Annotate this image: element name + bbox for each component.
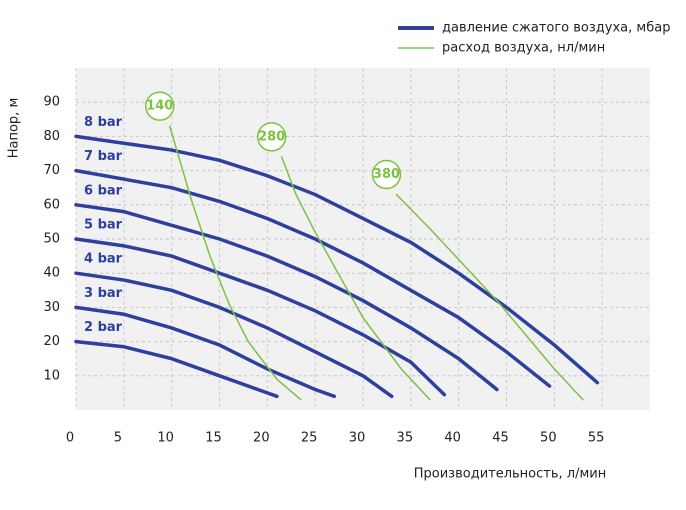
y-tick-label: 80 [43, 129, 60, 144]
x-tick-label: 20 [253, 431, 270, 446]
series-label: 140 [146, 99, 173, 114]
series-line [74, 168, 552, 388]
x-tick-label: 5 [114, 431, 122, 446]
series-label: 4 bar [84, 252, 123, 267]
series-line [74, 339, 279, 399]
x-tick-label: 25 [301, 431, 318, 446]
series-label-badge [256, 122, 287, 152]
series-label: 8 bar [84, 115, 123, 130]
x-tick-label: 15 [205, 431, 222, 446]
y-tick-label: 60 [43, 197, 60, 212]
y-axis-label: Напор, м [7, 98, 22, 159]
series-label-badge [371, 159, 402, 190]
series-line [74, 203, 499, 392]
x-tick-label: 10 [157, 431, 174, 446]
y-tick-label: 20 [43, 334, 60, 349]
series-line [74, 305, 337, 399]
series-line [280, 156, 431, 401]
series-label: 7 bar [84, 149, 123, 164]
y-tick-label: 70 [43, 163, 60, 178]
series-line [74, 237, 447, 397]
series-label: 3 bar [84, 286, 123, 301]
y-tick-label: 10 [43, 368, 60, 383]
x-tick-label: 50 [540, 431, 557, 446]
series-line [395, 193, 584, 401]
y-tick-label: 90 [43, 95, 60, 110]
series-label: 2 bar [84, 320, 123, 335]
series-label: 6 bar [84, 183, 123, 198]
x-axis-label: Производительность, л/мин [414, 467, 606, 482]
y-tick-label: 30 [43, 300, 60, 315]
x-tick-label: 40 [444, 431, 461, 446]
x-tick-label: 0 [66, 431, 74, 446]
series-line [74, 134, 600, 385]
x-tick-label: 35 [397, 431, 414, 446]
legend-label: давление сжатого воздуха, мбар [442, 21, 670, 36]
series-label-badge [145, 91, 175, 121]
y-tick-label: 50 [43, 232, 60, 247]
x-tick-label: 55 [588, 431, 605, 446]
x-tick-label: 45 [492, 431, 509, 446]
y-tick-label: 40 [43, 266, 60, 281]
series-label: 280 [258, 129, 285, 144]
series-label: 5 bar [84, 218, 123, 233]
legend-label: расход воздуха, нл/мин [442, 41, 605, 56]
x-tick-label: 30 [349, 431, 366, 446]
series-line [169, 125, 302, 401]
series-label: 380 [373, 167, 400, 182]
series-line [74, 271, 394, 399]
